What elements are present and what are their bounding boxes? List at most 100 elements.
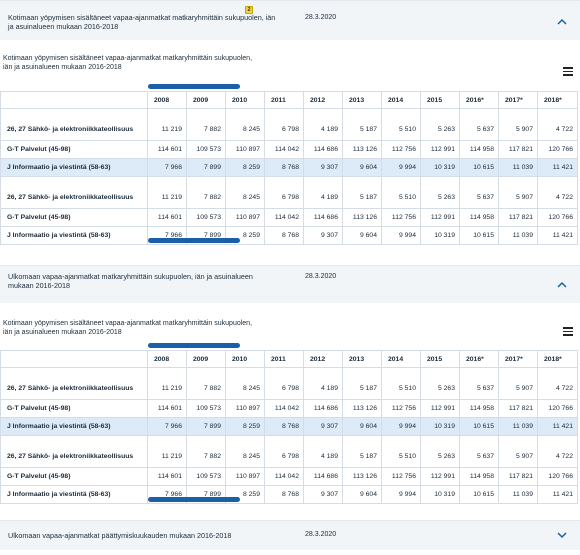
table-cell: 4 189 bbox=[303, 108, 343, 141]
table-cell: 117 821 bbox=[498, 467, 538, 486]
column-header: 2010 bbox=[225, 350, 265, 368]
table-cell: 113 126 bbox=[342, 140, 382, 159]
horizontal-scrollbar-top[interactable] bbox=[148, 343, 240, 348]
table-cell: 5 907 bbox=[498, 108, 538, 141]
table-cell: 11 219 bbox=[147, 108, 187, 141]
table-cell: 112 991 bbox=[420, 467, 460, 486]
table-cell: 8 245 bbox=[225, 367, 265, 400]
table-cell: 4 722 bbox=[537, 176, 578, 209]
table-cell: 5 187 bbox=[342, 176, 382, 209]
table-cell: 9 307 bbox=[303, 417, 343, 436]
table-cell: 5 263 bbox=[420, 176, 460, 209]
accordion-header-1[interactable]: Kotimaan yöpymisen sisältäneet vapaa-aja… bbox=[0, 0, 580, 40]
table-cell: 5 637 bbox=[459, 108, 499, 141]
table-cell: 6 798 bbox=[264, 367, 304, 400]
column-header: 2011 bbox=[264, 91, 304, 109]
table-cell: 6 798 bbox=[264, 435, 304, 468]
table-cell: 5 263 bbox=[420, 435, 460, 468]
hamburger-menu-icon[interactable] bbox=[563, 327, 573, 336]
accordion-title: Kotimaan yöpymisen sisältäneet vapaa-aja… bbox=[8, 13, 276, 31]
horizontal-scrollbar-bottom[interactable] bbox=[148, 238, 240, 243]
table-cell: 8 245 bbox=[225, 108, 265, 141]
table-cell: 114 601 bbox=[147, 208, 187, 227]
table-cell: 114 042 bbox=[264, 467, 304, 486]
table-cell: 5 510 bbox=[381, 176, 421, 209]
table-cell: 114 601 bbox=[147, 140, 187, 159]
table-cell: 11 039 bbox=[498, 158, 538, 177]
table-cell: 5 510 bbox=[381, 108, 421, 141]
table-row: J Informaatio ja viestintä (58-63) 7 966 7… bbox=[0, 226, 578, 245]
table-cell: 11 421 bbox=[537, 417, 578, 436]
table-cell: 11 219 bbox=[147, 367, 187, 400]
table-cell: 11 039 bbox=[498, 485, 538, 504]
table-row: G-T Palvelut (45-98) 114 601 109 573 110 89… bbox=[0, 208, 578, 227]
row-label: J Informaatio ja viestintä (58-63) bbox=[0, 485, 148, 504]
chevron-up-icon[interactable] bbox=[556, 17, 568, 27]
table-cell: 109 573 bbox=[186, 467, 226, 486]
table-cell: 114 686 bbox=[303, 399, 343, 418]
table-cell: 4 189 bbox=[303, 176, 343, 209]
data-table: 2008 2009 2010 2011 2012 2013 2014 2015 … bbox=[0, 350, 578, 504]
chevron-down-icon[interactable] bbox=[556, 530, 568, 540]
column-header: 2012 bbox=[303, 91, 343, 109]
table-cell: 5 907 bbox=[498, 367, 538, 400]
chevron-up-icon[interactable] bbox=[556, 280, 568, 290]
table-cell: 112 991 bbox=[420, 399, 460, 418]
horizontal-scrollbar-bottom[interactable] bbox=[148, 497, 240, 502]
table-cell: 7 882 bbox=[186, 435, 226, 468]
table-cell: 5 510 bbox=[381, 435, 421, 468]
table-cell: 9 604 bbox=[342, 417, 382, 436]
column-header: 2015 bbox=[420, 350, 460, 368]
row-label: J Informaatio ja viestintä (58-63) bbox=[0, 158, 148, 177]
table-cell: 120 766 bbox=[537, 140, 578, 159]
table-cell: 112 991 bbox=[420, 140, 460, 159]
table-cell: 9 307 bbox=[303, 226, 343, 245]
table-cell: 6 798 bbox=[264, 108, 304, 141]
table-cell: 109 573 bbox=[186, 140, 226, 159]
table-cell: 5 637 bbox=[459, 435, 499, 468]
row-label: J Informaatio ja viestintä (58-63) bbox=[0, 226, 148, 245]
accordion-header-3[interactable]: Ulkomaan vapaa-ajanmatkat päättymiskuuka… bbox=[0, 520, 580, 550]
table-row: 26, 27 Sähkö- ja elektroniikkateollisuus… bbox=[0, 367, 578, 400]
table-cell: 7 882 bbox=[186, 108, 226, 141]
table-cell: 113 126 bbox=[342, 467, 382, 486]
table-cell: 9 604 bbox=[342, 226, 382, 245]
table-cell: 113 126 bbox=[342, 399, 382, 418]
table-cell: 5 187 bbox=[342, 367, 382, 400]
row-label: 26, 27 Sähkö- ja elektroniikkateollisuus bbox=[0, 176, 148, 209]
table-cell: 120 766 bbox=[537, 467, 578, 486]
horizontal-scrollbar-top[interactable] bbox=[148, 84, 240, 89]
data-table: 2008 2009 2010 2011 2012 2013 2014 2015 … bbox=[0, 91, 578, 245]
table-cell: 5 637 bbox=[459, 367, 499, 400]
column-header: 2009 bbox=[186, 91, 226, 109]
column-header: 2011 bbox=[264, 350, 304, 368]
table-cell: 7 966 bbox=[147, 417, 187, 436]
table-cell: 113 126 bbox=[342, 208, 382, 227]
table-cell: 114 958 bbox=[459, 399, 499, 418]
table-cell: 110 897 bbox=[225, 467, 265, 486]
table-row: 26, 27 Sähkö- ja elektroniikkateollisuus… bbox=[0, 108, 578, 141]
table-cell: 114 958 bbox=[459, 467, 499, 486]
row-label: 26, 27 Sähkö- ja elektroniikkateollisuus bbox=[0, 435, 148, 468]
table-cell: 114 958 bbox=[459, 208, 499, 227]
table-row: 26, 27 Sähkö- ja elektroniikkateollisuus… bbox=[0, 435, 578, 468]
table-cell: 11 039 bbox=[498, 226, 538, 245]
row-label: 26, 27 Sähkö- ja elektroniikkateollisuus bbox=[0, 367, 148, 400]
column-header: 2012 bbox=[303, 350, 343, 368]
column-header: 2018* bbox=[537, 91, 578, 109]
hamburger-menu-icon[interactable] bbox=[563, 67, 573, 76]
accordion-date: 28.3.2020 bbox=[305, 14, 337, 21]
table-row: J Informaatio ja viestintä (58-63) 7 966 7… bbox=[0, 485, 578, 504]
column-header: 2017* bbox=[498, 350, 538, 368]
table-cell: 114 601 bbox=[147, 467, 187, 486]
row-label: G-T Palvelut (45-98) bbox=[0, 467, 148, 486]
table-cell: 5 263 bbox=[420, 108, 460, 141]
table-cell: 11 219 bbox=[147, 176, 187, 209]
accordion-date: 28.3.2020 bbox=[305, 531, 337, 538]
table-cell: 5 637 bbox=[459, 176, 499, 209]
table-cell: 110 897 bbox=[225, 140, 265, 159]
table-cell: 10 615 bbox=[459, 226, 499, 245]
column-header: 2014 bbox=[381, 350, 421, 368]
accordion-header-2[interactable]: Ulkomaan vapaa-ajanmatkat matkaryhmittäi… bbox=[0, 265, 580, 303]
table-cell: 9 994 bbox=[381, 417, 421, 436]
